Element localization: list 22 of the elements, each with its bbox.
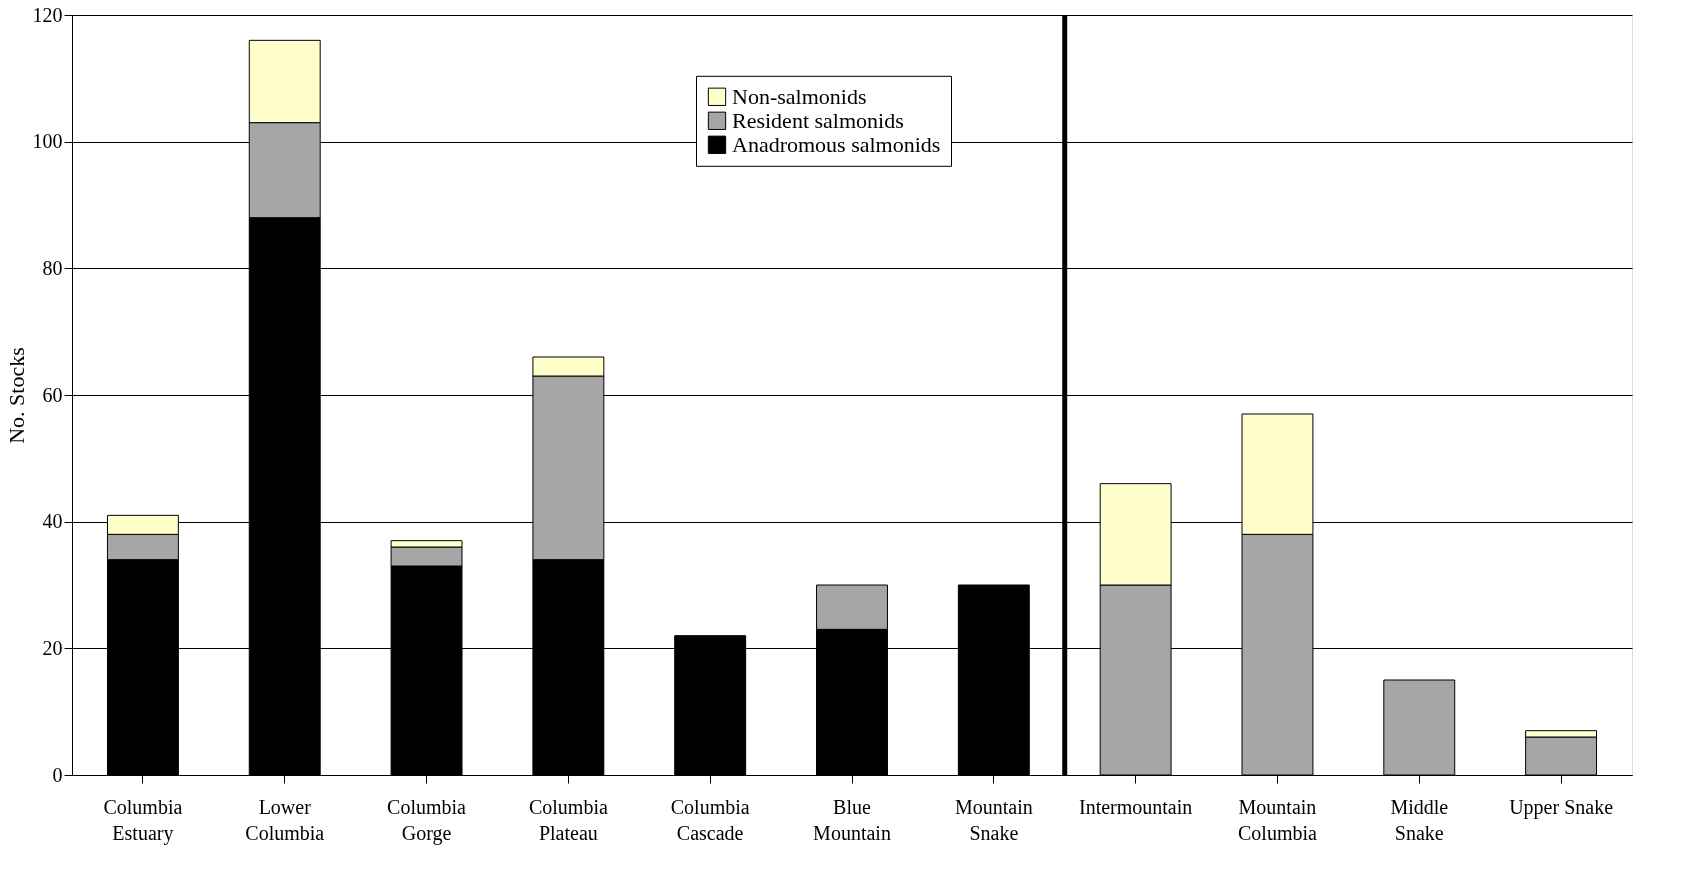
y-tick-label: 40 <box>42 510 63 533</box>
x-tick-label: Middle Snake <box>1390 795 1449 844</box>
y-tick-label: 80 <box>42 256 63 279</box>
legend-label: Resident salmonids <box>732 107 904 133</box>
x-tick-label: Columbia Plateau <box>528 795 608 844</box>
x-tick-label: Columbia Cascade <box>670 795 750 844</box>
legend-label: Anadromous salmonids <box>732 131 941 157</box>
y-tick-label: 20 <box>42 636 63 659</box>
y-tick-label: 120 <box>32 3 63 26</box>
legend-label: Non-salmonids <box>732 83 867 109</box>
x-tick-label: Mountain Snake <box>954 795 1033 844</box>
x-tick-label: Blue Mountain <box>813 795 891 844</box>
x-tick-label: Lower Columbia <box>245 795 325 844</box>
y-tick-label: 100 <box>32 130 63 153</box>
x-tick-label: Intermountain <box>1078 795 1193 818</box>
x-tick-label: Upper Snake <box>1509 795 1614 819</box>
x-tick-label: Mountain Columbia <box>1238 795 1318 844</box>
y-axis-title: No. Stocks <box>3 347 29 444</box>
x-tick-label: Columbia Estuary <box>103 795 183 845</box>
y-tick-label: 0 <box>52 763 63 786</box>
y-tick-label: 60 <box>42 383 63 406</box>
x-tick-label: Columbia Gorge <box>387 795 467 845</box>
